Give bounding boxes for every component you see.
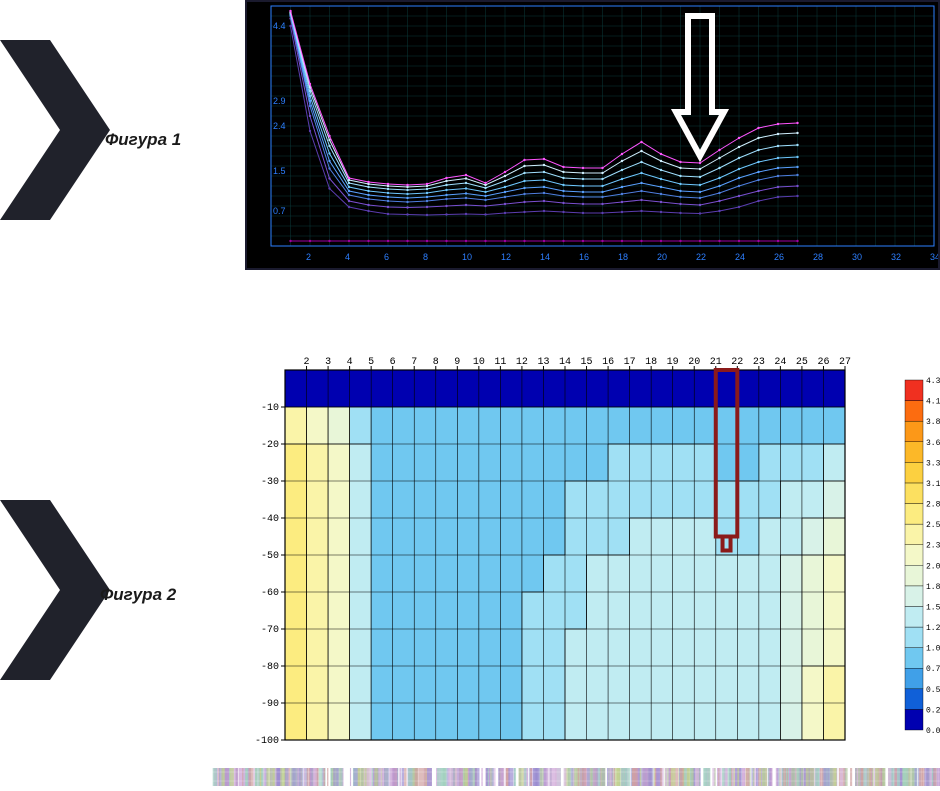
svg-text:19: 19 bbox=[667, 357, 679, 368]
svg-text:3.10: 3.10 bbox=[926, 480, 940, 489]
chart-2-heatmap: 2345678910111213141516171819202122232425… bbox=[245, 350, 940, 750]
pointer-block-2 bbox=[0, 500, 120, 660]
svg-text:1.55: 1.55 bbox=[926, 603, 940, 612]
svg-text:10: 10 bbox=[473, 357, 485, 368]
svg-text:18: 18 bbox=[645, 357, 657, 368]
svg-text:12: 12 bbox=[501, 252, 511, 262]
svg-text:1.5: 1.5 bbox=[273, 166, 286, 176]
svg-text:12: 12 bbox=[516, 357, 528, 368]
svg-text:16: 16 bbox=[579, 252, 589, 262]
svg-text:0.7: 0.7 bbox=[273, 206, 286, 216]
svg-text:11: 11 bbox=[494, 357, 506, 368]
svg-text:21: 21 bbox=[710, 357, 722, 368]
svg-text:9: 9 bbox=[454, 357, 460, 368]
svg-text:22: 22 bbox=[696, 252, 706, 262]
svg-text:22: 22 bbox=[731, 357, 743, 368]
pointer-block-1 bbox=[0, 40, 120, 200]
svg-text:-60: -60 bbox=[261, 588, 279, 599]
svg-text:2.32: 2.32 bbox=[926, 542, 940, 551]
noise-strip bbox=[210, 768, 940, 786]
svg-text:-80: -80 bbox=[261, 662, 279, 673]
svg-text:14: 14 bbox=[540, 252, 550, 262]
svg-text:-10: -10 bbox=[261, 403, 279, 414]
svg-text:3.61: 3.61 bbox=[926, 439, 940, 448]
svg-text:27: 27 bbox=[839, 357, 851, 368]
svg-text:17: 17 bbox=[624, 357, 636, 368]
svg-text:14: 14 bbox=[559, 357, 571, 368]
svg-text:34: 34 bbox=[930, 252, 938, 262]
svg-text:23: 23 bbox=[753, 357, 765, 368]
svg-text:20: 20 bbox=[688, 357, 700, 368]
svg-text:20: 20 bbox=[657, 252, 667, 262]
svg-text:28: 28 bbox=[813, 252, 823, 262]
svg-text:8: 8 bbox=[423, 252, 428, 262]
svg-text:0.00: 0.00 bbox=[926, 727, 940, 736]
svg-text:0.26: 0.26 bbox=[926, 706, 940, 715]
svg-text:26: 26 bbox=[774, 252, 784, 262]
svg-text:25: 25 bbox=[796, 357, 808, 368]
svg-text:5: 5 bbox=[368, 357, 374, 368]
svg-text:7: 7 bbox=[411, 357, 417, 368]
svg-text:1.03: 1.03 bbox=[926, 645, 940, 654]
svg-text:6: 6 bbox=[384, 252, 389, 262]
svg-text:0.77: 0.77 bbox=[926, 665, 940, 674]
svg-text:10: 10 bbox=[462, 252, 472, 262]
svg-text:3.87: 3.87 bbox=[926, 418, 940, 427]
svg-text:24: 24 bbox=[735, 252, 745, 262]
svg-text:-50: -50 bbox=[261, 551, 279, 562]
svg-text:30: 30 bbox=[852, 252, 862, 262]
svg-text:2: 2 bbox=[304, 357, 310, 368]
svg-text:2.4: 2.4 bbox=[273, 121, 286, 131]
svg-text:8: 8 bbox=[433, 357, 439, 368]
svg-text:-70: -70 bbox=[261, 625, 279, 636]
svg-text:32: 32 bbox=[891, 252, 901, 262]
svg-text:-20: -20 bbox=[261, 440, 279, 451]
svg-text:26: 26 bbox=[817, 357, 829, 368]
figure-1-label: Фигура 1 bbox=[105, 130, 181, 150]
svg-text:3.35: 3.35 bbox=[926, 459, 940, 468]
svg-text:0.52: 0.52 bbox=[926, 686, 940, 695]
svg-text:4: 4 bbox=[347, 357, 353, 368]
svg-text:2.58: 2.58 bbox=[926, 521, 940, 530]
svg-text:-40: -40 bbox=[261, 514, 279, 525]
svg-text:2.84: 2.84 bbox=[926, 501, 940, 510]
svg-text:-30: -30 bbox=[261, 477, 279, 488]
svg-text:2.9: 2.9 bbox=[273, 96, 286, 106]
svg-text:1.81: 1.81 bbox=[926, 583, 940, 592]
svg-text:2.06: 2.06 bbox=[926, 562, 940, 571]
figure-2-label: Фигура 2 bbox=[100, 585, 176, 605]
svg-text:-100: -100 bbox=[255, 736, 279, 747]
svg-text:24: 24 bbox=[774, 357, 786, 368]
svg-text:4.39: 4.39 bbox=[926, 377, 940, 386]
svg-text:15: 15 bbox=[581, 357, 593, 368]
svg-text:-90: -90 bbox=[261, 699, 279, 710]
svg-text:1.29: 1.29 bbox=[926, 624, 940, 633]
svg-text:16: 16 bbox=[602, 357, 614, 368]
svg-text:4.4: 4.4 bbox=[273, 21, 286, 31]
svg-text:4: 4 bbox=[345, 252, 350, 262]
svg-text:2: 2 bbox=[306, 252, 311, 262]
svg-text:4.13: 4.13 bbox=[926, 398, 940, 407]
chart-1-line: 0.71.52.42.94.42468101214161820222426283… bbox=[245, 0, 940, 270]
svg-text:18: 18 bbox=[618, 252, 628, 262]
svg-text:3: 3 bbox=[325, 357, 331, 368]
svg-text:6: 6 bbox=[390, 357, 396, 368]
svg-text:13: 13 bbox=[537, 357, 549, 368]
